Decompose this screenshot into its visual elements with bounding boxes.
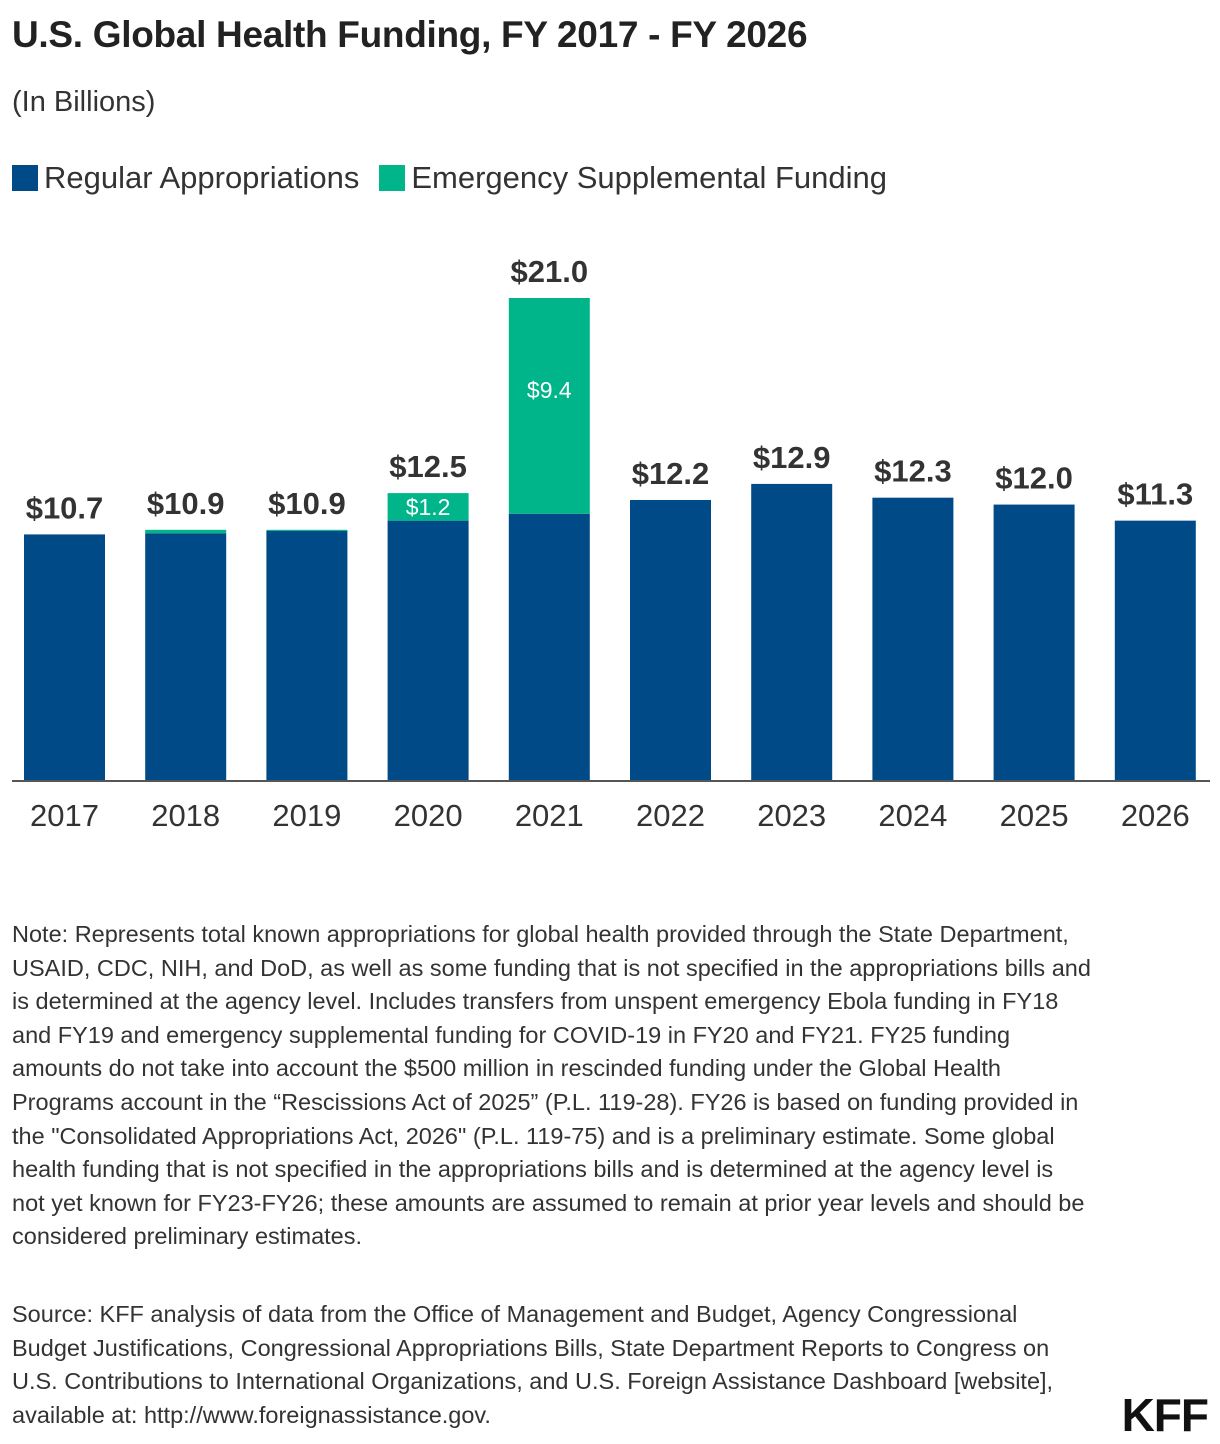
total-label-2024: $12.3 (874, 454, 952, 489)
x-tick-label-2025: 2025 (1000, 798, 1069, 833)
x-tick-label-2017: 2017 (30, 798, 99, 833)
total-label-2025: $12.0 (995, 461, 1073, 496)
chart-note: Note: Represents total known appropriati… (12, 921, 1091, 1250)
bar-regular-2023 (751, 483, 833, 780)
bar-regular-2026 (1114, 520, 1196, 780)
x-tick-label-2022: 2022 (636, 798, 705, 833)
bar-emergency-2020 (387, 493, 469, 521)
bar-regular-2019 (266, 530, 348, 780)
bar-emergency-2021 (508, 298, 590, 514)
bar-chart: $10.7 2017 $10.9 2018 $10.9 2019 $1.2 $12.5 2020… (12, 254, 1210, 833)
bar-regular-2020 (387, 520, 469, 780)
chart-source: Source: KFF analysis of data from the Of… (12, 1301, 1054, 1428)
bar-regular-2022 (630, 499, 711, 780)
x-tick-label-2019: 2019 (272, 798, 341, 833)
x-tick-label-2024: 2024 (878, 798, 947, 833)
x-tick-label-2018: 2018 (151, 798, 220, 833)
bar-emergency-2019 (266, 529, 348, 531)
kff-logo: KFF (1121, 1389, 1209, 1441)
legend-item-emergency: Emergency Supplemental Funding (379, 160, 887, 196)
total-label-2020: $12.5 (389, 449, 467, 484)
bar-regular-2025 (993, 504, 1075, 780)
bar-regular-2021 (508, 513, 590, 780)
bar-regular-2024 (872, 497, 954, 780)
total-label-2026: $11.3 (1117, 477, 1193, 512)
legend-label-regular: Regular Appropriations (44, 160, 360, 195)
legend-swatch-emergency (379, 165, 406, 191)
total-label-2022: $12.2 (632, 456, 710, 491)
legend-swatch-regular (12, 165, 38, 191)
segment-label-2021: $9.4 (527, 377, 572, 403)
total-label-2017: $10.7 (26, 490, 104, 525)
chart-subtitle: (In Billions) (12, 86, 156, 118)
bar-emergency-2018 (145, 529, 227, 534)
x-tick-label-2023: 2023 (757, 798, 826, 833)
chart-title: U.S. Global Health Funding, FY 2017 - FY… (12, 14, 808, 55)
legend: Regular Appropriations Emergency Supplem… (12, 160, 907, 196)
legend-label-emergency: Emergency Supplemental Funding (411, 160, 887, 195)
total-label-2021: $21.0 (511, 254, 589, 289)
x-tick-label-2026: 2026 (1121, 798, 1190, 833)
bar-regular-2018 (145, 533, 227, 780)
segment-label-2020: $1.2 (406, 494, 451, 520)
legend-item-regular: Regular Appropriations (12, 160, 359, 196)
x-tick-label-2020: 2020 (394, 798, 463, 833)
total-label-2019: $10.9 (268, 486, 346, 521)
total-label-2023: $12.9 (753, 440, 831, 475)
x-tick-label-2021: 2021 (515, 798, 584, 833)
total-label-2018: $10.9 (147, 486, 225, 521)
bar-regular-2017 (24, 534, 105, 780)
